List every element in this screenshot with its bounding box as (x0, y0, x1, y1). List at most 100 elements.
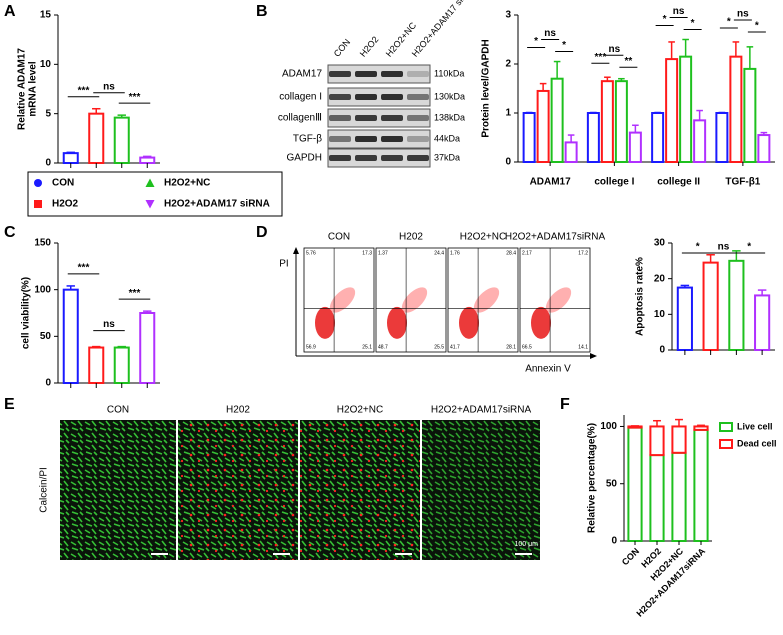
blot-strip (327, 148, 431, 168)
blot-band (355, 115, 377, 121)
quadrant-value: 56.9 (306, 344, 316, 350)
bar (88, 112, 105, 164)
y-tick-label: 50 (40, 331, 52, 342)
error-bar (682, 38, 689, 57)
error-bar (92, 345, 101, 348)
significance-label: * (727, 17, 731, 28)
flow-cloud (545, 287, 572, 313)
flow-cloud (401, 287, 428, 313)
y-tick-label: 5 (45, 108, 51, 119)
legend-marker (145, 178, 155, 187)
error-bar (757, 289, 767, 296)
panel-letter: B (256, 3, 268, 20)
quadrant-value: 5.76 (306, 250, 316, 256)
bar (671, 451, 687, 542)
legend-label: H2O2+ADAM17 siRNA (164, 199, 270, 210)
y-tick-label: 0 (45, 378, 51, 389)
error-bar (732, 250, 741, 261)
quadrant-value: 1.37 (378, 250, 388, 256)
significance-label: * (747, 242, 751, 253)
error-bar (117, 345, 126, 348)
significance-label: ns (103, 81, 115, 92)
x-tick-label: college II (657, 177, 700, 188)
bar (564, 141, 578, 163)
quadrant-value: 1.76 (450, 250, 460, 256)
flow-title: CON (328, 232, 350, 243)
blot-row-label: ADAM17 (282, 69, 322, 80)
y-tick-label: 20 (654, 273, 666, 284)
blot-size-label: 130kDa (434, 91, 465, 101)
significance-label: *** (129, 288, 141, 299)
y-axis-label: Relative percentage(%) (587, 423, 598, 533)
quadrant-value: 25.5 (434, 344, 444, 350)
bar (728, 259, 745, 352)
lane-label: H2O2 (358, 34, 381, 58)
blot-size-label: 44kDa (434, 133, 460, 143)
bar (113, 116, 130, 164)
blot-band (329, 155, 351, 161)
flow-x-label: Annexin V (525, 364, 571, 375)
error-bar (604, 76, 611, 82)
image-title: CON (107, 405, 129, 416)
error-bar (117, 114, 126, 118)
y-tick-label: 3 (505, 10, 511, 21)
error-bar (66, 151, 75, 154)
arrowhead (293, 247, 299, 254)
error-bar (143, 155, 152, 158)
blot-band (407, 136, 429, 142)
bar (139, 156, 156, 165)
live-stain (60, 420, 176, 560)
bar (649, 425, 665, 457)
bar (550, 77, 564, 163)
quadrant-value: 28.4 (506, 250, 516, 256)
blot-band (329, 71, 351, 77)
panel-letter: C (4, 224, 16, 241)
live-stain (422, 420, 540, 560)
y-tick-label: 15 (40, 10, 52, 21)
dead-stain (300, 420, 420, 560)
panel-letter: E (4, 396, 15, 413)
significance-label: ns (718, 242, 730, 253)
error-bar (675, 418, 683, 427)
bar (62, 288, 79, 384)
image-title: H202 (226, 405, 250, 416)
bar (743, 67, 757, 163)
blot-band (407, 115, 429, 121)
blot-row-label: collagen I (279, 92, 322, 103)
y-axis-label: Relative ADAM17 (17, 48, 28, 130)
legend-marker (34, 200, 42, 208)
legend-label: Dead cell (737, 438, 777, 448)
flow-cloud (459, 306, 479, 339)
quadrant-value: 25.1 (362, 344, 372, 350)
error-bar (539, 82, 547, 91)
bar (600, 80, 614, 163)
lane-label: H2O2+ADAM17 siRNA (410, 0, 477, 59)
blot-band (407, 71, 429, 77)
y-axis-label: Apoptosis rate% (635, 257, 646, 336)
y-axis-label: cell viability(%) (21, 277, 32, 349)
legend-marker (145, 200, 155, 209)
error-bar (143, 310, 152, 313)
legend-box (27, 171, 283, 217)
image-title: H2O2+ADAM17siRNA (431, 405, 532, 416)
y-tick-label: 0 (505, 157, 511, 168)
flow-plot (519, 247, 591, 353)
bar (757, 134, 771, 164)
blot-band (355, 155, 377, 161)
quadrant-value: 66.5 (522, 344, 532, 350)
flow-title: H202 (399, 232, 423, 243)
blot-strip (327, 108, 431, 128)
y-tick-label: 1 (505, 108, 511, 119)
significance-label: ns (544, 28, 556, 39)
y-tick-label: 10 (654, 309, 666, 320)
panel-letter: A (4, 3, 16, 20)
blot-strip (327, 129, 431, 149)
significance-label: ns (609, 44, 621, 55)
blot-band (381, 71, 403, 77)
y-axis-label: mRNA level (28, 61, 39, 116)
flow-title: H2O2+ADAM17siRNA (505, 232, 606, 243)
y-tick-label: 100 (600, 421, 617, 432)
lane-label: CON (332, 37, 353, 59)
error-bar (632, 124, 639, 133)
